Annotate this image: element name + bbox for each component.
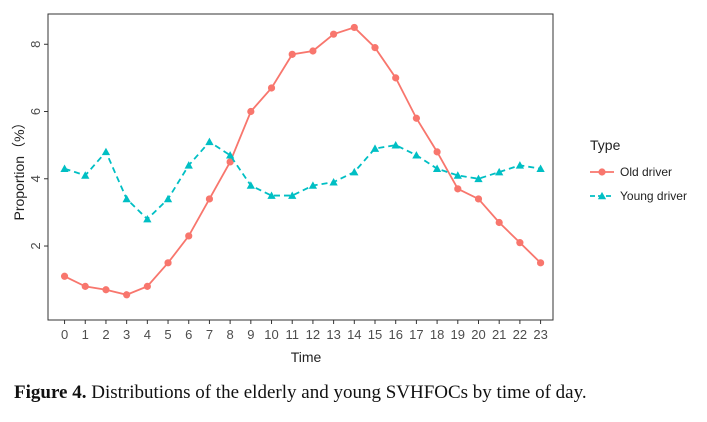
y-axis-title: Proportion（%） [11,115,27,220]
data-point-young-driver [184,161,193,169]
data-point-young-driver [308,181,318,189]
y-tick-label: 4 [28,175,43,182]
data-point-young-driver [205,137,214,146]
data-point-young-driver [143,214,152,223]
figure-caption-text: Distributions of the elderly and young S… [86,382,587,403]
data-point-young-driver [350,167,359,176]
series-young-driver [60,137,545,223]
x-tick-label: 16 [388,327,402,342]
legend: Type Old driver Young driver [590,137,687,203]
data-point-old-driver [433,148,441,156]
x-tick-label: 14 [347,327,361,342]
data-point-old-driver [81,282,89,290]
data-point-old-driver [474,195,483,203]
data-point-young-driver [101,147,111,156]
data-point-young-driver [163,194,173,203]
legend-label-old-driver: Old driver [620,165,672,179]
x-tick-label: 23 [533,327,547,342]
data-point-old-driver [371,44,379,52]
legend-label-young-driver: Young driver [620,189,687,203]
data-point-old-driver [226,158,234,166]
data-point-young-driver [474,174,483,183]
data-point-young-driver [225,151,235,159]
figure-caption-label: Figure 4. [14,382,87,403]
data-point-young-driver [495,167,504,176]
x-tick-label: 11 [285,327,299,342]
x-tick-label: 0 [61,327,68,342]
data-point-old-driver [350,23,358,32]
legend-key-marker-old-driver [598,168,606,176]
x-tick-label: 2 [102,327,109,342]
y-tick-label: 8 [28,41,43,48]
x-tick-label: 12 [306,327,320,342]
legend-key-marker-young-driver [597,191,607,200]
x-tick-label: 19 [451,327,465,342]
line-chart: 0 1 2 3 4 5 6 7 8 9 10 11 12 13 14 15 16 17 18 19 20 21 22 2324… [11,13,687,365]
data-point-old-driver [123,291,131,299]
legend-item-old-driver: Old driver [590,165,672,179]
plot-panel [47,13,554,321]
series-old-driver [60,23,545,299]
x-tick-label: 10 [264,327,278,342]
data-point-young-driver [329,177,338,186]
x-tick-label: 17 [409,327,423,342]
data-point-old-driver [495,218,503,227]
data-point-old-driver [454,185,462,193]
y-tick-label: 6 [28,108,43,115]
x-tick-label: 13 [326,327,340,342]
data-point-young-driver [267,191,276,199]
data-point-young-driver [536,164,545,172]
series-line-young-driver [64,140,541,221]
data-point-old-driver [412,114,421,122]
data-point-young-driver [432,164,442,172]
data-point-old-driver [267,84,276,92]
x-tick-label: 9 [247,327,254,342]
data-point-old-driver [330,30,338,38]
data-point-old-driver [247,107,255,116]
x-tick-label: 18 [430,327,444,342]
y-tick-label: 2 [28,242,43,249]
x-axis-title: Time [291,349,322,365]
data-point-old-driver [143,282,151,290]
data-point-old-driver [536,259,545,267]
data-point-old-driver [185,232,193,240]
data-point-old-driver [205,195,214,203]
data-point-old-driver [392,74,400,82]
series-line-old-driver [64,26,542,296]
data-point-young-driver [412,151,421,159]
data-point-old-driver [516,239,524,247]
legend-item-young-driver: Young driver [590,189,687,203]
data-point-old-driver [288,50,296,58]
x-tick-label: 8 [227,327,234,342]
data-point-old-driver [102,286,110,294]
data-point-old-driver [164,259,172,267]
x-tick-label: 22 [513,327,527,342]
x-tick-label: 21 [492,327,506,342]
x-tick-label: 5 [164,327,171,342]
data-point-young-driver [391,141,400,149]
data-point-young-driver [81,171,90,179]
x-tick-label: 1 [82,327,89,342]
x-tick-label: 6 [185,327,192,342]
data-point-old-driver [309,47,317,55]
data-point-young-driver [515,161,525,169]
series-layer [60,23,545,299]
data-point-young-driver [288,191,297,199]
x-tick-label: 15 [368,327,382,342]
data-point-young-driver [60,164,69,172]
legend-title: Type [590,137,621,153]
data-point-young-driver [453,171,462,179]
x-tick-label: 20 [471,327,485,342]
axis-layer: 0 1 2 3 4 5 6 7 8 9 10 11 12 13 14 15 16 17 18 19 20 21 22 2324… [28,41,548,342]
data-point-young-driver [370,144,380,152]
x-tick-label: 3 [123,327,130,342]
data-point-young-driver [246,181,255,189]
data-point-young-driver [122,194,131,203]
data-point-old-driver [60,272,69,280]
x-tick-label: 7 [206,327,213,342]
figure-caption: Figure 4. Distributions of the elderly a… [14,382,694,404]
x-tick-label: 4 [144,327,151,342]
